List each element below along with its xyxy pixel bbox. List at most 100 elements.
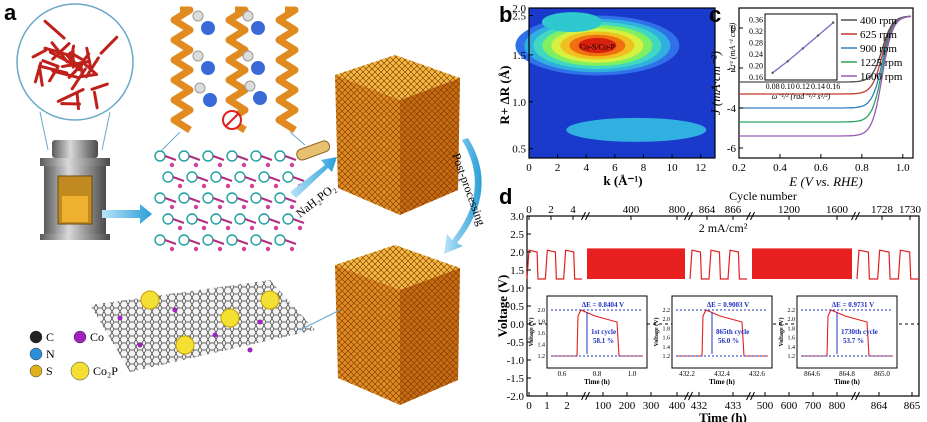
layer-ribbon bbox=[225, 6, 249, 133]
top-tick-label: 2 bbox=[548, 204, 554, 216]
contour-level bbox=[578, 37, 617, 54]
linker-bond bbox=[164, 239, 177, 245]
inset-y-tick-label: 1.2 bbox=[788, 354, 796, 360]
linker-bond bbox=[212, 155, 225, 161]
x-tick-label: 864 bbox=[871, 400, 888, 412]
inset-xlabel: Time (h) bbox=[584, 378, 610, 386]
x-tick-label: 600 bbox=[781, 400, 798, 412]
ion-sphere bbox=[192, 10, 204, 22]
metal-node bbox=[225, 183, 231, 189]
inset-y-tick-label: 1.6 bbox=[788, 336, 796, 342]
co-atom bbox=[212, 332, 218, 338]
metal-node bbox=[193, 246, 199, 252]
x-tick-label: 200 bbox=[619, 400, 636, 412]
top-tick-label: 0 bbox=[526, 204, 532, 216]
ion-sphere bbox=[242, 50, 254, 62]
lsv-curve bbox=[739, 15, 912, 109]
linker-bond bbox=[196, 176, 209, 182]
y-tick-label: -2 bbox=[727, 63, 736, 75]
linker-bond bbox=[260, 197, 273, 203]
metal-node bbox=[273, 183, 279, 189]
panel-c-lsv-curves: 400 rpm 625 rpm 900 rpm 1225 rpm 1600 rpm 0.2… bbox=[709, 7, 914, 189]
inset-y-tick-label: 0.24 bbox=[749, 50, 763, 59]
layer-ribbon bbox=[170, 6, 194, 133]
legend-swatch bbox=[29, 347, 43, 361]
metal-node bbox=[201, 225, 207, 231]
lsv-curve bbox=[739, 15, 912, 83]
inset-y-tick-label: 0.32 bbox=[749, 27, 763, 36]
y-tick-label: 1.5 bbox=[512, 50, 526, 62]
inset-x-tick-label: 432.4 bbox=[714, 370, 730, 378]
linker-bond bbox=[292, 218, 305, 224]
legend-swatch bbox=[29, 364, 43, 378]
y-tick-label: -1.5 bbox=[507, 373, 525, 385]
rod bbox=[48, 50, 74, 65]
legend-label: 625 rpm bbox=[860, 29, 897, 41]
axis-break bbox=[684, 391, 689, 401]
axis-break bbox=[688, 391, 693, 401]
linker-bond bbox=[284, 197, 297, 203]
linker-bond bbox=[236, 239, 249, 245]
inset-y-tick-label: 1.6 bbox=[538, 331, 546, 337]
x-tick-label: 0.4 bbox=[773, 162, 787, 174]
top-tick-label: 800 bbox=[669, 204, 686, 216]
inset-x-tick-label: 0.10 bbox=[781, 82, 795, 91]
metal-node bbox=[289, 204, 295, 210]
panel-d-ylabel: Voltage (V) bbox=[497, 275, 510, 338]
dense-cycling-band bbox=[587, 248, 685, 279]
co2p-particle bbox=[220, 308, 240, 328]
rod bbox=[39, 65, 69, 75]
linker-bond bbox=[188, 197, 201, 203]
top-tick-label: 1730 bbox=[899, 204, 922, 216]
axis-break bbox=[585, 211, 590, 221]
panel-a-letter: a bbox=[4, 0, 17, 25]
inset-delta-e: ΔE = 0.9003 V bbox=[707, 301, 749, 309]
linker-bond bbox=[292, 176, 305, 182]
metal-node bbox=[217, 162, 223, 168]
x-tick-label: 10 bbox=[667, 162, 679, 174]
plot-frame bbox=[528, 7, 716, 159]
axis-break bbox=[855, 211, 860, 221]
inset-voltage-curve bbox=[676, 309, 768, 357]
guest-molecule bbox=[201, 61, 215, 75]
x-tick-label: 700 bbox=[805, 400, 822, 412]
inset-delta-e: ΔE = 0.8404 V bbox=[582, 301, 624, 309]
inset-x-tick-label: 0.12 bbox=[796, 82, 810, 91]
precursor-rods-circle bbox=[16, 3, 134, 121]
contour-level bbox=[541, 12, 602, 33]
x-tick-label: 2 bbox=[555, 162, 561, 174]
linker-bond bbox=[260, 239, 273, 245]
inset-y-tick-label: 2.0 bbox=[788, 317, 796, 323]
rod bbox=[80, 72, 99, 78]
axis-break bbox=[684, 211, 689, 221]
inset-x-tick-label: 0.16 bbox=[826, 82, 840, 91]
legend-label: 1600 rpm bbox=[860, 71, 903, 83]
x-tick-label: 500 bbox=[757, 400, 774, 412]
inset-x-tick-label: 865.0 bbox=[874, 370, 890, 378]
layered-ribbon-structure bbox=[170, 6, 299, 133]
inset-y-tick-label: 1.4 bbox=[788, 345, 796, 351]
panel-b-xlabel: k (Å⁻¹) bbox=[603, 173, 642, 188]
x-tick-label: 0 bbox=[526, 162, 532, 174]
layer-ribbon bbox=[275, 6, 299, 133]
inset-x-tick-label: 864.6 bbox=[804, 370, 820, 378]
y-tick-label: 3.0 bbox=[510, 211, 524, 223]
top-tick-label: 866 bbox=[725, 204, 742, 216]
inset-ylabel: Voltage (V) bbox=[528, 318, 535, 347]
panel-d-letter: d bbox=[499, 184, 513, 209]
metal-node bbox=[201, 183, 207, 189]
rod bbox=[33, 61, 43, 84]
rod bbox=[90, 82, 109, 91]
rod bbox=[41, 59, 60, 68]
panel-d-xlabel: Time (h) bbox=[699, 410, 747, 422]
inset-point bbox=[786, 60, 789, 63]
y-tick-label: 1.0 bbox=[510, 283, 524, 295]
current-density-label: 2 mA/cm² bbox=[699, 221, 748, 235]
metal-node bbox=[193, 204, 199, 210]
peak-annotation: Co-S/Co-P bbox=[580, 43, 616, 52]
rod bbox=[75, 91, 80, 111]
rod bbox=[85, 46, 93, 70]
inset-cycle: 865th cycle bbox=[716, 328, 749, 336]
voltage-profile bbox=[856, 249, 919, 280]
